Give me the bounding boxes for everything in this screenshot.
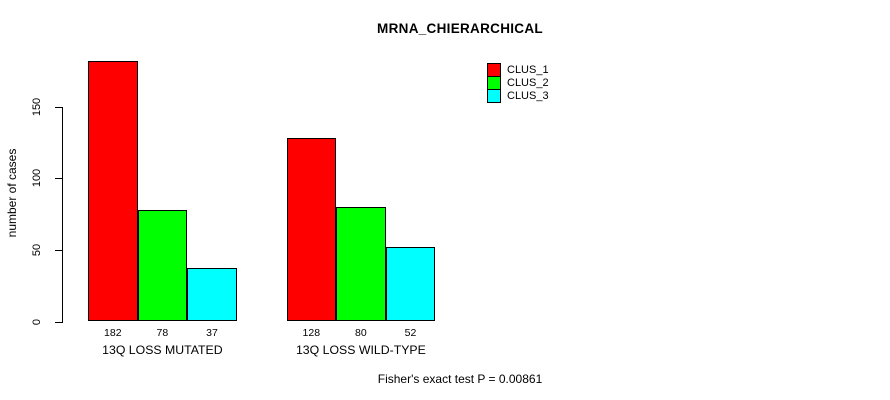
bar-clus_2-2 (336, 206, 386, 322)
legend-item-clus_3: CLUS_3 (487, 89, 549, 104)
bar-clus_1-2 (286, 138, 337, 322)
legend-label: CLUS_2 (507, 77, 549, 90)
legend-item-clus_1: CLUS_1 (487, 62, 549, 77)
group-label: 13Q LOSS MUTATED (102, 343, 223, 357)
legend-label: CLUS_1 (507, 63, 549, 76)
bar-value-label: 52 (404, 327, 417, 339)
bar-clus_2-1 (137, 209, 188, 322)
y-axis-label: number of cases (5, 148, 19, 238)
footer-stat-text: Fisher's exact test P = 0.00861 (377, 372, 543, 386)
y-axis-line (61, 106, 63, 323)
legend: CLUS_1 CLUS_2 CLUS_3 (487, 62, 549, 104)
y-tick (54, 106, 62, 108)
bar-clus_3-1 (187, 268, 237, 322)
chart-title: MRNA_CHIERARCHICAL (377, 21, 543, 36)
y-tick (54, 249, 62, 251)
bar-value-label: 128 (302, 327, 321, 339)
legend-swatch-clus_1 (487, 62, 501, 77)
bar-value-label: 78 (156, 327, 169, 339)
group-label: 13Q LOSS WILD-TYPE (295, 343, 426, 357)
y-tick-label: 50 (31, 243, 43, 256)
bar-clus_1-1 (88, 60, 138, 322)
legend-item-clus_2: CLUS_2 (487, 76, 549, 91)
bar-value-label: 182 (104, 327, 122, 339)
y-tick-label: 100 (31, 168, 43, 188)
bar-value-label: 80 (355, 327, 367, 339)
y-tick-label: 0 (31, 318, 43, 325)
bar-value-label: 37 (206, 327, 218, 339)
legend-label: CLUS_3 (507, 90, 549, 103)
y-tick (54, 321, 62, 323)
y-tick (54, 178, 62, 180)
legend-swatch-clus_3 (487, 89, 501, 104)
y-tick-label: 150 (31, 97, 43, 116)
legend-swatch-clus_2 (487, 76, 501, 91)
bar-clus_3-2 (385, 246, 436, 322)
